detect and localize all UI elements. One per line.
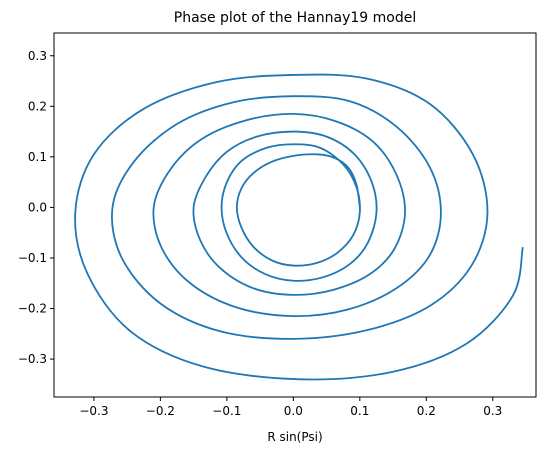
y-tick-label: −0.3 [18, 352, 47, 366]
y-tick-label: 0.3 [28, 49, 47, 63]
y-tick-label: −0.1 [18, 251, 47, 265]
x-tick-label: −0.2 [146, 404, 175, 418]
x-tick-label: 0.1 [350, 404, 369, 418]
y-axis-ticks: −0.3 −0.2 −0.1 0.0 0.1 0.2 0.3 [18, 49, 54, 366]
x-axis-ticks: −0.3 −0.2 −0.1 0.0 0.1 0.2 0.3 [79, 397, 502, 418]
y-tick-label: −0.2 [18, 302, 47, 316]
x-axis-label: R sin(Psi) [267, 430, 322, 444]
y-tick-label: 0.2 [28, 99, 47, 113]
spiral-series-line [74, 73, 524, 381]
x-tick-label: −0.1 [212, 404, 241, 418]
x-tick-label: −0.3 [79, 404, 108, 418]
y-tick-label: 0.1 [28, 150, 47, 164]
y-tick-label: 0.0 [28, 200, 47, 214]
plot-area [53, 32, 537, 398]
x-tick-label: 0.2 [417, 404, 436, 418]
chart-title: Phase plot of the Hannay19 model [174, 10, 416, 26]
x-tick-label: 0.3 [483, 404, 502, 418]
x-tick-label: 0.0 [284, 404, 303, 418]
